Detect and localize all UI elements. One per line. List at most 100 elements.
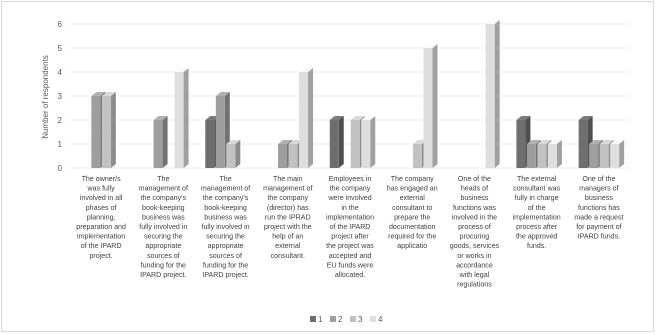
category-labels: The owner/s was fully involved in all phase…	[76, 175, 623, 289]
bar-front	[361, 120, 371, 168]
bar-front	[589, 144, 599, 168]
category-label: The management of the company's book-keepin…	[139, 175, 188, 279]
bar-top	[599, 140, 614, 144]
bar-top	[547, 140, 562, 144]
bar-top	[537, 140, 552, 144]
bar-side	[183, 68, 189, 168]
category-label-line: preparation and	[76, 223, 126, 231]
category-label-line: management of	[201, 185, 250, 193]
bar-front	[329, 120, 339, 168]
bar	[361, 116, 376, 168]
category-label-line: IPARD project.	[140, 271, 186, 279]
category-label-line: management of	[263, 185, 312, 193]
bar-front	[278, 144, 288, 168]
category-label: One of the heads of business functions was i…	[450, 175, 500, 289]
bar-top	[91, 92, 106, 96]
category-label-line: fully involved in	[139, 223, 187, 231]
y-tick-label: 4	[58, 68, 63, 77]
bar	[610, 140, 625, 168]
category-label-line: the company	[330, 185, 371, 193]
bar-front	[526, 144, 536, 168]
bar-front	[599, 144, 609, 168]
bar-front	[423, 48, 433, 168]
category-label-line: funding for the	[141, 261, 186, 269]
category-label-line: appropriate	[145, 242, 181, 250]
category-label-line: consultant to	[392, 204, 432, 212]
bar-side	[619, 140, 625, 168]
bar	[299, 68, 314, 168]
category-label-line: book-keeping	[204, 204, 247, 212]
category-label-line: project.	[89, 252, 112, 260]
category-label-line: securing the	[144, 233, 183, 241]
category-label-line: managers of	[579, 185, 618, 193]
category-label-line: consultant was	[513, 185, 560, 193]
category-label-line: required for the	[388, 233, 436, 241]
category-label-line: regulations	[457, 281, 492, 289]
category-label: The company has engaged an external consult…	[387, 175, 438, 250]
category-label-line: documentation	[389, 223, 436, 231]
category-label-line: fully in charge	[515, 194, 559, 202]
category-label: The management of the company's book-keepin…	[201, 175, 250, 279]
category-label-line: procuring	[460, 233, 490, 241]
category-label-line: fully involved in	[202, 223, 250, 231]
bar-front	[610, 144, 620, 168]
legend-label: 3	[358, 315, 363, 324]
category-label-line: heads of	[461, 185, 488, 193]
legend-label: 4	[378, 315, 383, 324]
category-label-line: or works in	[457, 252, 491, 260]
bar-top	[329, 116, 344, 120]
legend-item: 3	[350, 315, 363, 324]
legend-label: 1	[318, 315, 323, 324]
category-label: The main management of the company (directo…	[263, 175, 312, 260]
bar-top	[485, 20, 500, 24]
category-label-line: The owner/s	[82, 175, 121, 183]
category-label: The owner/s was fully involved in all phase…	[76, 175, 126, 260]
bar-front	[205, 120, 215, 168]
category-label-line: of the	[528, 204, 546, 212]
legend-item: 1	[310, 315, 323, 324]
category-label-line: accordance	[456, 261, 493, 269]
bar-side	[235, 140, 241, 168]
category-label-line: process of	[458, 223, 491, 231]
bar-front	[299, 72, 309, 168]
y-tick-label: 3	[58, 92, 63, 101]
bar-top	[299, 68, 314, 72]
y-tick-label: 5	[58, 44, 63, 53]
category-label-line: prepare the	[394, 213, 430, 221]
category-label-line: functions has	[578, 204, 620, 212]
category-label-line: sources of	[147, 252, 180, 260]
bar-front	[226, 144, 236, 168]
bar-front	[412, 144, 422, 168]
bar-side	[338, 116, 344, 168]
category-label-line: sources of	[209, 252, 242, 260]
category-label-line: funds.	[527, 242, 546, 250]
category-label-line: phases of	[86, 204, 117, 212]
bar-top	[101, 92, 116, 96]
legend-item: 4	[370, 315, 383, 324]
bar-top	[350, 116, 365, 120]
bar-side	[308, 68, 314, 168]
category-label-line: business	[460, 194, 488, 202]
category-label-line: consultant.	[271, 252, 305, 260]
category-label-line: run the IPRAD	[265, 213, 311, 221]
category-label-line: the project was	[326, 242, 374, 250]
category-label-line: process after	[516, 223, 558, 231]
category-label-line: the company's	[203, 194, 249, 202]
category-label-line: involved in all	[80, 194, 123, 202]
legend-swatch	[370, 316, 376, 322]
category-label-line: planning,	[87, 213, 116, 221]
bar-side	[494, 20, 500, 168]
bar-top	[610, 140, 625, 144]
category-label-line: was fully	[87, 185, 116, 193]
bar-side	[162, 116, 168, 168]
category-label-line: securing the	[206, 233, 245, 241]
category-label-line: functions was	[453, 204, 496, 212]
category-label-line: for payment of	[576, 223, 621, 231]
category-label-line: business was	[204, 213, 247, 221]
category-label-line: the company's	[141, 194, 187, 202]
category-label-line: the approved	[516, 233, 557, 241]
bar-front	[485, 24, 495, 168]
category-label-line: has engaged an	[387, 185, 438, 193]
y-tick-label: 1	[58, 140, 63, 149]
bar-front	[174, 72, 184, 168]
